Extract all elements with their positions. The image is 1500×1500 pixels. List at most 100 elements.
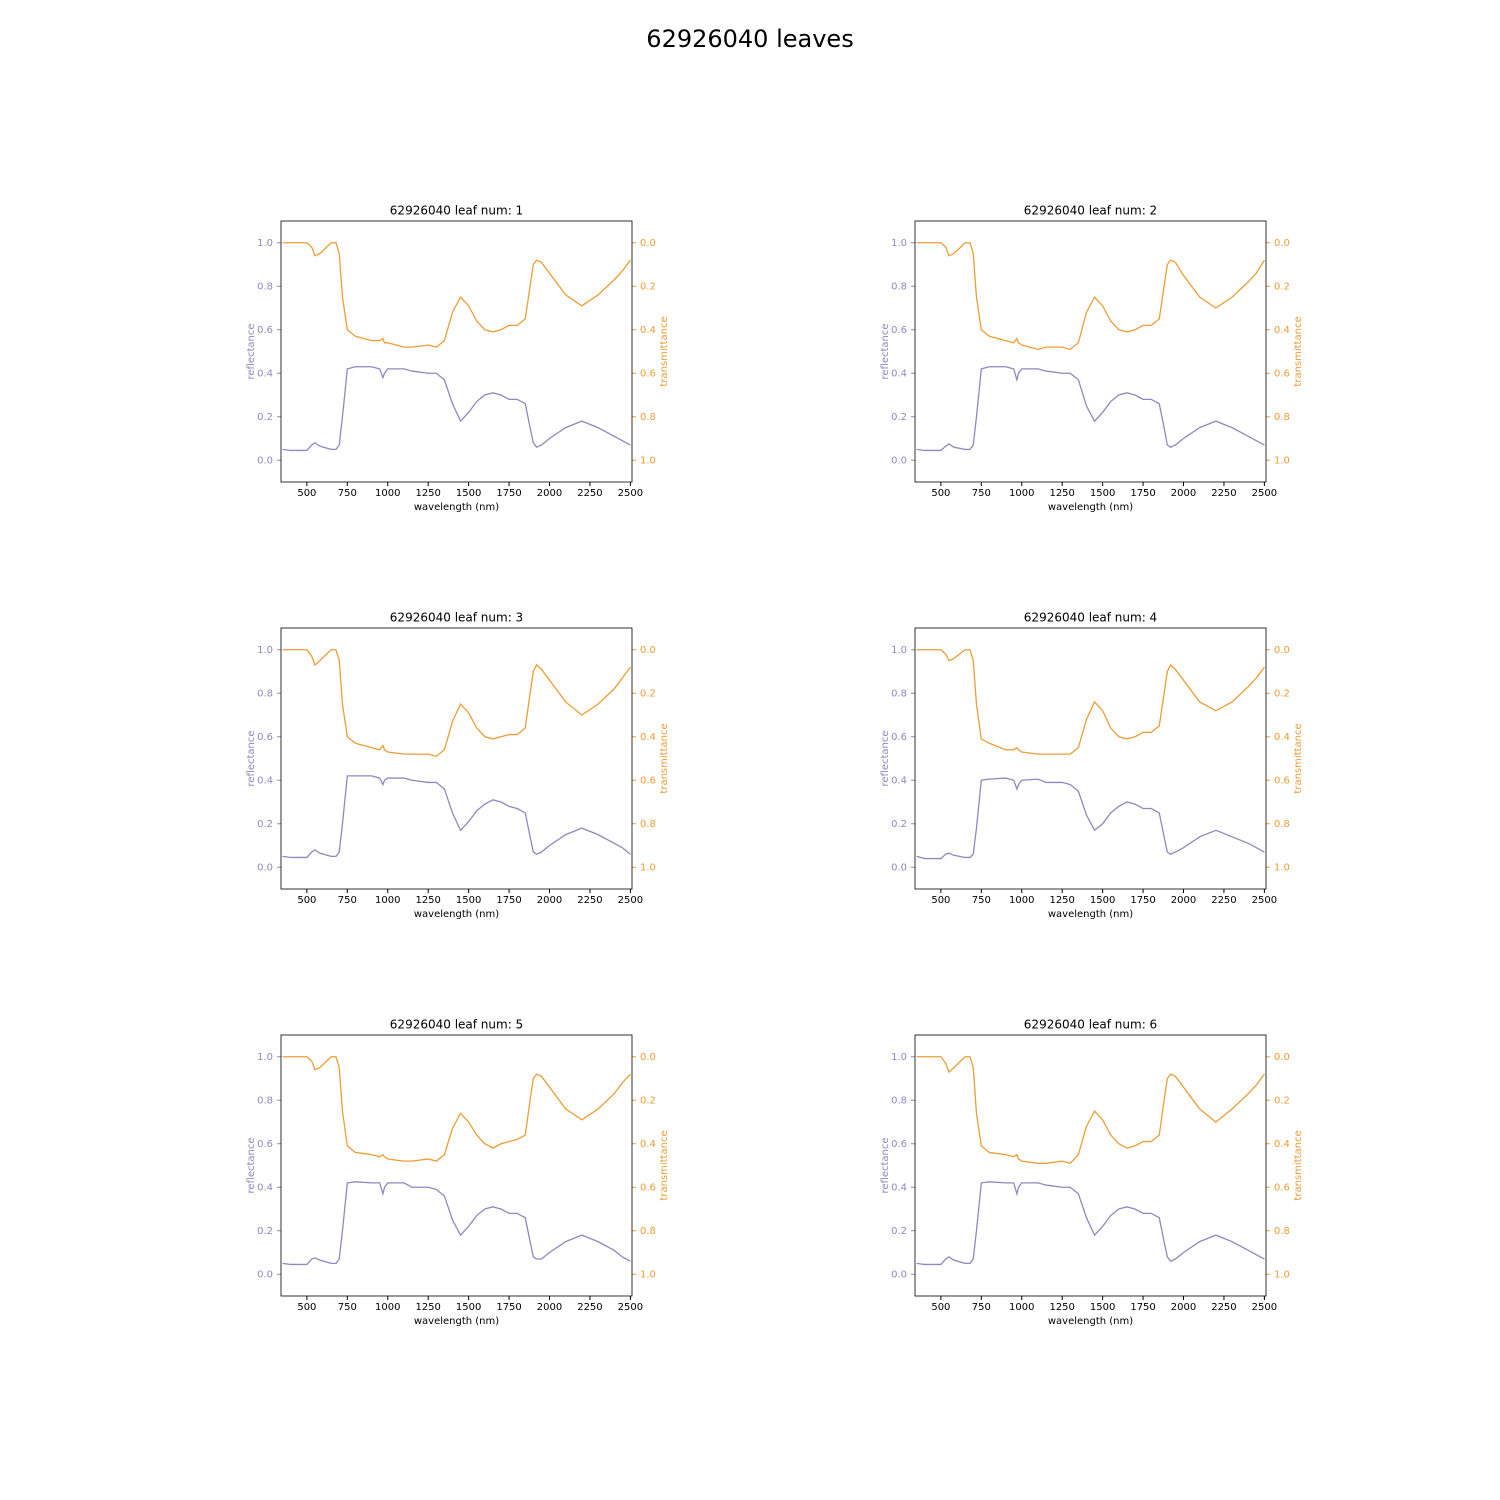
x-tick-label: 2000 (537, 895, 562, 906)
x-tick-label: 1750 (1130, 895, 1155, 906)
y2-tick-label: 0.0 (1274, 1052, 1290, 1063)
y2-tick-label: 0.8 (640, 412, 656, 423)
y-axis-label: reflectance (246, 1137, 257, 1193)
x-axis-label: wavelength (nm) (1048, 1316, 1133, 1327)
x-tick-label: 2250 (577, 488, 602, 499)
y-tick-label: 0.0 (257, 1269, 273, 1280)
y-tick-label: 0.2 (891, 819, 907, 830)
x-tick-label: 2250 (1211, 1302, 1236, 1313)
y2-axis-label: transmittance (659, 316, 670, 386)
y2-tick-label: 0.6 (640, 368, 656, 379)
y-tick-label: 0.0 (257, 862, 273, 873)
subplot-title: 62926040 leaf num: 4 (1024, 611, 1157, 625)
y2-tick-label: 0.4 (1274, 325, 1290, 336)
y2-tick-label: 0.2 (640, 1095, 656, 1106)
x-tick-label: 1500 (1090, 1302, 1115, 1313)
x-tick-label: 1750 (1130, 488, 1155, 499)
series-line (916, 242, 1265, 351)
y-tick-label: 0.2 (257, 819, 273, 830)
y-axis-label: reflectance (880, 323, 891, 379)
y-tick-label: 1.0 (257, 238, 273, 249)
plot-frame (914, 627, 1267, 890)
x-tick-label: 1750 (496, 895, 521, 906)
x-tick-label: 1500 (456, 1302, 481, 1313)
y-tick-label: 0.4 (891, 1182, 907, 1193)
x-tick-label: 2500 (1252, 488, 1277, 499)
x-tick-label: 500 (297, 488, 316, 499)
subplot: 62926040 leaf num: 3 500 750 1000 1250 1500 17… (246, 611, 670, 921)
y-tick-label: 0.6 (891, 1139, 907, 1150)
y-tick-label: 0.4 (257, 368, 273, 379)
subplot: 62926040 leaf num: 5 500 750 1000 1250 1500 17… (246, 1018, 670, 1328)
x-tick-label: 2250 (1211, 895, 1236, 906)
y2-tick-label: 0.2 (1274, 1095, 1290, 1106)
x-tick-label: 2500 (1252, 1302, 1277, 1313)
y2-tick-label: 0.2 (640, 281, 656, 292)
x-tick-label: 1500 (1090, 488, 1115, 499)
x-tick-label: 500 (931, 1302, 950, 1313)
subplot-title: 62926040 leaf num: 3 (390, 611, 523, 625)
subplot: 62926040 leaf num: 2 500 750 1000 1250 1500 17… (880, 204, 1304, 514)
y-tick-label: 1.0 (891, 1052, 907, 1063)
series-line (916, 1056, 1265, 1165)
y2-tick-label: 0.0 (1274, 645, 1290, 656)
x-tick-label: 1250 (1049, 895, 1074, 906)
y-axis-label: reflectance (880, 730, 891, 786)
x-tick-label: 2000 (1171, 488, 1196, 499)
x-tick-label: 1000 (375, 1302, 400, 1313)
y2-tick-label: 0.6 (640, 1182, 656, 1193)
y2-axis-label: transmittance (1293, 316, 1304, 386)
x-tick-label: 1750 (496, 1302, 521, 1313)
x-axis-label: wavelength (nm) (414, 909, 499, 920)
y2-tick-label: 0.8 (640, 819, 656, 830)
x-tick-label: 1000 (1009, 488, 1034, 499)
y2-tick-label: 0.4 (640, 325, 656, 336)
y2-tick-label: 0.4 (1274, 732, 1290, 743)
x-tick-label: 1500 (456, 488, 481, 499)
x-tick-label: 2250 (577, 895, 602, 906)
y2-tick-label: 1.0 (1274, 455, 1290, 466)
x-tick-label: 1000 (1009, 1302, 1034, 1313)
x-tick-label: 1000 (1009, 895, 1034, 906)
series-line (282, 1181, 631, 1266)
x-tick-label: 500 (931, 488, 950, 499)
x-tick-label: 2000 (1171, 1302, 1196, 1313)
x-tick-label: 1250 (1049, 1302, 1074, 1313)
y-axis-label: reflectance (246, 323, 257, 379)
x-axis-label: wavelength (nm) (1048, 909, 1133, 920)
subplot: 62926040 leaf num: 4 500 750 1000 1250 1500 17… (880, 611, 1304, 921)
x-tick-label: 750 (338, 1302, 357, 1313)
y2-tick-label: 0.0 (640, 645, 656, 656)
y2-tick-label: 0.6 (1274, 775, 1290, 786)
x-tick-label: 750 (972, 895, 991, 906)
y2-tick-label: 1.0 (640, 1269, 656, 1280)
x-tick-label: 2000 (1171, 895, 1196, 906)
y-tick-label: 0.6 (257, 732, 273, 743)
x-tick-label: 1500 (456, 895, 481, 906)
subplot-title: 62926040 leaf num: 5 (390, 1018, 523, 1032)
plot-frame (280, 220, 633, 483)
x-tick-label: 2250 (1211, 488, 1236, 499)
y-tick-label: 0.8 (257, 281, 273, 292)
y-tick-label: 0.4 (257, 1182, 273, 1193)
y-tick-label: 0.4 (891, 368, 907, 379)
y2-tick-label: 1.0 (1274, 1269, 1290, 1280)
y2-tick-label: 0.6 (1274, 1182, 1290, 1193)
x-tick-label: 2000 (537, 488, 562, 499)
x-tick-label: 1250 (1049, 488, 1074, 499)
y2-tick-label: 0.4 (640, 732, 656, 743)
y2-tick-label: 0.4 (640, 1139, 656, 1150)
y-tick-label: 1.0 (257, 1052, 273, 1063)
y-tick-label: 1.0 (257, 645, 273, 656)
y2-tick-label: 0.0 (640, 238, 656, 249)
y2-tick-label: 1.0 (640, 455, 656, 466)
x-axis-label: wavelength (nm) (1048, 502, 1133, 513)
subplot-title: 62926040 leaf num: 6 (1024, 1018, 1157, 1032)
y-tick-label: 0.4 (891, 775, 907, 786)
y2-tick-label: 0.8 (640, 1226, 656, 1237)
x-tick-label: 1750 (496, 488, 521, 499)
x-tick-label: 750 (338, 488, 357, 499)
series-line (916, 366, 1265, 452)
